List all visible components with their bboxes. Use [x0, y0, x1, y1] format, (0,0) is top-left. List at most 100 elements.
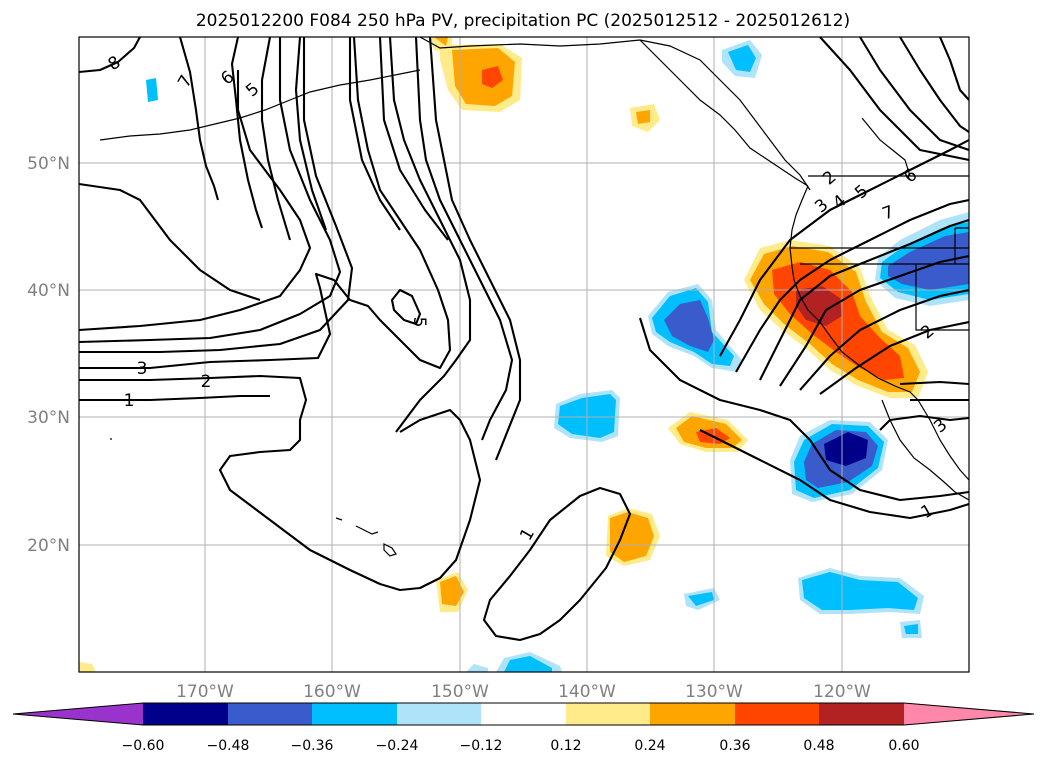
- colorbar-segment: [819, 703, 904, 725]
- pv-contour-east-6: [799, 288, 969, 391]
- lon-label: 150°W: [431, 682, 489, 702]
- coastlines: [99, 37, 969, 557]
- colorbar-tick-label: 0.48: [803, 738, 834, 754]
- lat-label: 40°N: [27, 281, 70, 301]
- graticule: [79, 37, 969, 672]
- lat-label: 30°N: [27, 408, 70, 428]
- pv-contour-label-1-east: [699, 429, 969, 520]
- precip-anomaly-negative: [824, 432, 868, 466]
- pv-contour-6: [230, 37, 263, 229]
- colorbar-extend-high: [904, 703, 1034, 725]
- map-panel: 8 7 6 5 3 2 1 5 1 2 3 4 5 6 7 2 3 1: [78, 36, 970, 673]
- pv-contour-east-ridge: [638, 317, 969, 502]
- contour-label: 2: [201, 372, 212, 392]
- lat-label: 20°N: [27, 536, 70, 556]
- colorbar: −0.60 −0.48 −0.36 −0.24 −0.12 0.12 0.24 …: [12, 702, 1035, 754]
- colorbar-segment: [735, 703, 819, 725]
- colorbar-segment: [566, 703, 650, 725]
- precip-anomaly-negative: [664, 300, 714, 352]
- pv-contour-3: [348, 37, 401, 231]
- colorbar-extend-low: [13, 703, 143, 725]
- state-borders: [790, 117, 969, 331]
- pv-contour-trough-3: [79, 37, 354, 354]
- contour-label: 3: [137, 359, 148, 379]
- colorbar-tick-label: 0.36: [719, 738, 750, 754]
- longitude-labels: 170°W 160°W 150°W 140°W 130°W 120°W: [176, 682, 871, 702]
- colorbar-outline: [12, 702, 1035, 726]
- pv-contour-baja-loop: [879, 414, 969, 431]
- lon-label: 170°W: [176, 682, 234, 702]
- bc-coastline: [639, 39, 809, 187]
- colorbar-tick-label: −0.60: [122, 738, 165, 754]
- colorbar-segment: [143, 703, 228, 725]
- precip-anomaly-positive: [636, 110, 650, 124]
- lon-label: 140°W: [558, 682, 616, 702]
- lat-label: 50°N: [27, 154, 70, 174]
- pv-contour-east-low: [899, 380, 969, 386]
- precip-anomaly-positive: [482, 66, 503, 88]
- precip-anomaly-negative: [802, 572, 918, 610]
- colorbar-tick-label: 0.12: [550, 738, 581, 754]
- pv-contour-east-7: [819, 320, 969, 395]
- map-frame: [78, 36, 970, 673]
- aleutian-coastline: [99, 69, 421, 141]
- west-coast-outline: [789, 185, 919, 401]
- precip-anomaly-negative: [146, 78, 158, 102]
- colorbar-segment: [481, 703, 566, 725]
- contour-label: 5: [409, 317, 429, 328]
- colorbar-ticks: −0.60 −0.48 −0.36 −0.24 −0.12 0.12 0.24 …: [122, 738, 920, 754]
- pv-contour-closed-1: [482, 486, 632, 642]
- pv-contour-label-2: [79, 374, 482, 592]
- colorbar-tick-label: −0.36: [291, 738, 334, 754]
- contour-label: 1: [124, 391, 135, 411]
- pv-contour-north-east-4: [939, 37, 969, 101]
- pv-contour-ridge-1: [388, 37, 472, 433]
- colorbar-tick-label: −0.24: [376, 738, 419, 754]
- pv-contour-label-1: [79, 394, 270, 402]
- colorbar-segment: [650, 703, 735, 725]
- baja-outline: [881, 399, 969, 501]
- pv-contour-north-east-3: [899, 37, 969, 133]
- pv-contour-north-east: [819, 37, 969, 162]
- colorbar-segment: [228, 703, 312, 725]
- pv-contour-east-4: [759, 218, 969, 381]
- lon-label: 120°W: [813, 682, 871, 702]
- colorbar-tick-label: −0.12: [460, 738, 503, 754]
- colorbar-tick-label: 0.60: [888, 738, 919, 754]
- pv-contour-5: [260, 37, 292, 241]
- precip-anomaly-negative: [888, 232, 969, 290]
- pv-contour-7: [178, 37, 220, 201]
- map-title: 2025012200 F084 250 hPa PV, precipitatio…: [196, 11, 850, 31]
- pv-contour-ridge-3: [428, 37, 522, 461]
- colorbar-segment: [397, 703, 481, 725]
- precip-anomaly-positive: [796, 286, 842, 326]
- colorbar-segment: [312, 703, 397, 725]
- precip-anomaly-positive: [440, 576, 464, 606]
- pv-contour-east-3: [735, 198, 969, 373]
- pv-contour-trough-1: [79, 70, 312, 332]
- pv-contour-4: [294, 37, 327, 231]
- pv-contour-1-west: [79, 182, 261, 301]
- precip-anomaly-negative: [728, 45, 756, 72]
- lon-label: 130°W: [685, 682, 743, 702]
- pv-contour-2: [378, 37, 449, 241]
- precip-anomaly-positive: [610, 512, 654, 562]
- pv-contour-east-2: [719, 139, 969, 357]
- latitude-labels: 50°N 40°N 30°N 20°N: [27, 154, 70, 556]
- precip-anomaly-negative: [504, 656, 552, 672]
- pv-contour-8: [79, 37, 141, 74]
- lon-label: 160°W: [303, 682, 361, 702]
- precip-anomaly-positive: [434, 37, 448, 46]
- precip-anomaly-negative: [466, 664, 488, 672]
- alaska-coastline: [419, 37, 811, 191]
- precip-anomaly-positive: [79, 662, 96, 672]
- pv-contours: [79, 37, 969, 642]
- pv-contour-north-east-2: [859, 37, 969, 151]
- pv-contour-closed-5: [390, 288, 422, 326]
- colorbar-tick-label: 0.24: [634, 738, 665, 754]
- pv-contour-label-3: [79, 37, 452, 370]
- pv-contour-ridge-2: [414, 37, 514, 441]
- precip-fill-layer: [79, 37, 969, 672]
- precip-anomaly-negative: [904, 624, 918, 634]
